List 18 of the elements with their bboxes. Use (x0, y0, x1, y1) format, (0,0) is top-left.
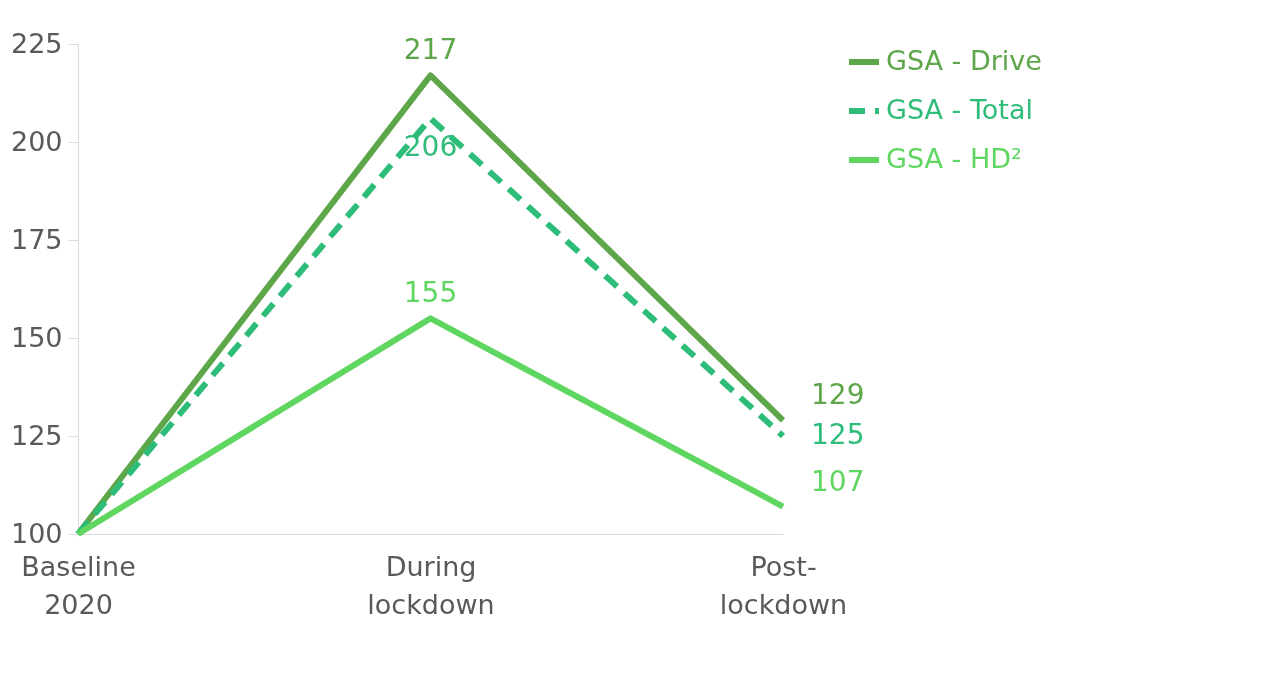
legend-label: GSA - HD² (886, 143, 1022, 174)
data-label: 125 (811, 418, 865, 451)
legend-label: GSA - Total (886, 94, 1033, 125)
x-tick-label: During lockdown (367, 550, 495, 620)
y-tick-label: 225 (10, 27, 63, 59)
data-label: 155 (403, 276, 458, 310)
data-label: 217 (403, 33, 458, 67)
y-tick-label: 100 (10, 517, 63, 549)
x-tick-label: Post-lockdown (719, 550, 848, 620)
y-tick-label: 150 (10, 321, 63, 353)
legend-label: GSA - Drive (886, 45, 1042, 76)
x-tick-label: Baseline 2020 (21, 550, 136, 620)
data-label: 206 (403, 130, 458, 164)
y-tick-label: 200 (10, 125, 63, 157)
y-tick-label: 175 (10, 223, 63, 255)
y-tick-label: 125 (10, 419, 63, 451)
data-label: 107 (811, 464, 865, 498)
data-label: 129 (811, 378, 865, 412)
